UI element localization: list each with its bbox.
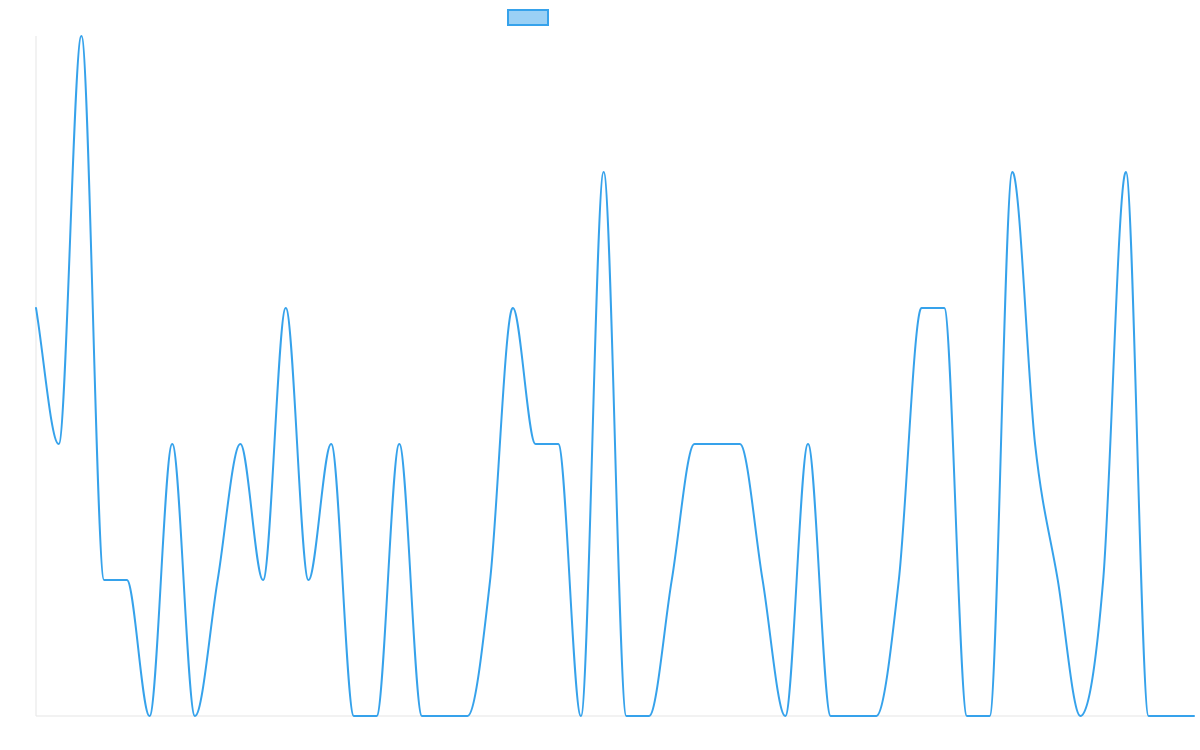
legend-swatch[interactable] xyxy=(507,9,549,26)
legend[interactable] xyxy=(507,9,549,26)
series-line xyxy=(35,35,1195,717)
axes xyxy=(35,36,1194,717)
series-layer xyxy=(35,35,1195,717)
